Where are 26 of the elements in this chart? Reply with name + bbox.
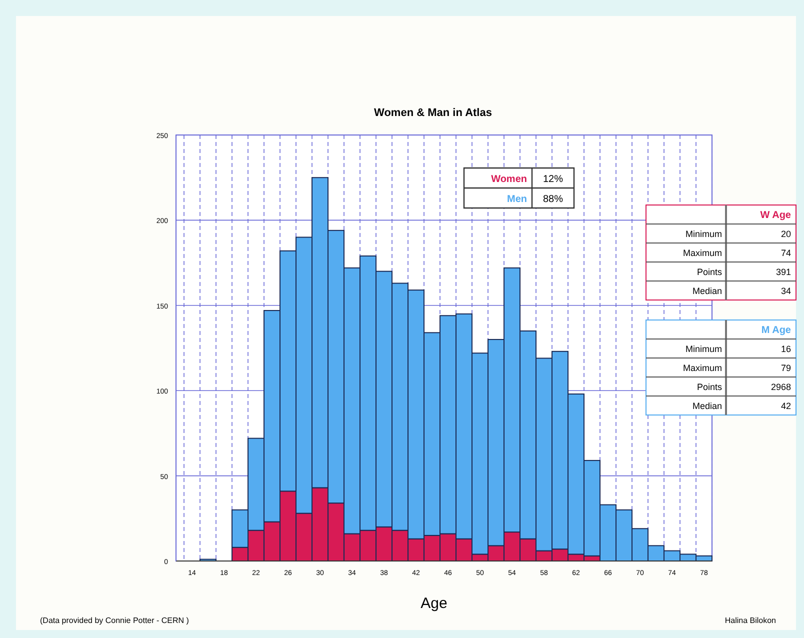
annotation: 12%	[542, 174, 564, 185]
text: 34	[780, 286, 791, 296]
text: (Data provided by Connie Potter - CERN )	[40, 616, 190, 625]
annotation: Maximum	[682, 363, 722, 373]
x-axis-title: Age	[420, 595, 448, 612]
annotation: Median	[692, 286, 722, 296]
annotation: 88%	[542, 194, 564, 205]
text: 42	[780, 401, 791, 411]
text: 20	[780, 229, 791, 239]
annotation: Median	[692, 401, 722, 411]
annotation: Points	[696, 267, 722, 277]
text: Halina Bilokon	[724, 616, 776, 625]
annotation: Points	[696, 382, 722, 392]
annotation: Minimum	[685, 229, 722, 239]
text: Women	[491, 174, 527, 185]
text: 16	[780, 344, 791, 354]
annotation: Minimum	[685, 344, 722, 354]
text: Men	[507, 194, 527, 205]
text: M Age	[761, 325, 792, 336]
chart-title: Women & Man in Atlas	[374, 107, 492, 119]
text: 79	[780, 363, 791, 373]
text: 2968	[770, 382, 791, 392]
text: 391	[776, 267, 791, 277]
annotation: Maximum	[682, 248, 722, 258]
text: 74	[780, 248, 791, 258]
text: W Age	[760, 210, 792, 221]
